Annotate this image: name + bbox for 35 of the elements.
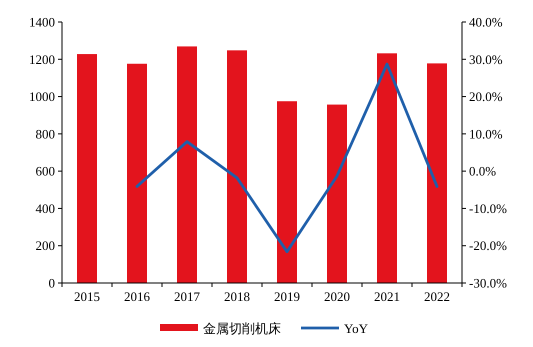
legend-label: YoY xyxy=(344,321,369,336)
line-series xyxy=(136,62,438,254)
x-tick-label: 2020 xyxy=(324,289,350,304)
bar xyxy=(377,53,397,283)
y-tick-label: 1000 xyxy=(29,89,55,104)
bar xyxy=(77,54,97,283)
bar xyxy=(127,64,147,283)
y2-tick-label: 40.0% xyxy=(469,14,503,30)
y2-tick-label: 30.0% xyxy=(469,52,503,67)
y-tick-label: 1200 xyxy=(29,52,55,67)
y-tick-label: 200 xyxy=(36,238,55,254)
y-tick-label: 800 xyxy=(36,126,55,142)
bar xyxy=(177,46,197,283)
bar xyxy=(427,63,447,283)
y-tick-label: 400 xyxy=(36,200,55,216)
x-tick-label: 2019 xyxy=(274,289,300,304)
bar xyxy=(327,104,347,283)
y2-tick-label: -20.0% xyxy=(469,238,508,254)
y2-tick-label: 10.0% xyxy=(469,126,503,142)
y2-tick-label: -30.0% xyxy=(469,276,508,290)
x-tick-label: 2018 xyxy=(224,289,250,304)
y-tick-label: 0 xyxy=(48,276,55,290)
bar xyxy=(277,101,297,283)
x-tick-label: 2022 xyxy=(424,289,450,304)
x-tick-label: 2017 xyxy=(174,289,200,304)
legend-label: 金属切削机床 xyxy=(203,321,281,336)
y-tick-label: 1400 xyxy=(29,14,55,30)
y2-tick-label: -10.0% xyxy=(469,200,508,216)
x-tick-label: 2015 xyxy=(74,289,100,304)
y2-tick-label: 20.0% xyxy=(469,89,503,104)
y-tick-label: 600 xyxy=(36,164,55,179)
y2-tick-label: 0.0% xyxy=(469,164,496,179)
bar xyxy=(227,50,247,283)
x-tick-label: 2016 xyxy=(124,289,150,304)
x-tick-label: 2021 xyxy=(374,289,400,304)
